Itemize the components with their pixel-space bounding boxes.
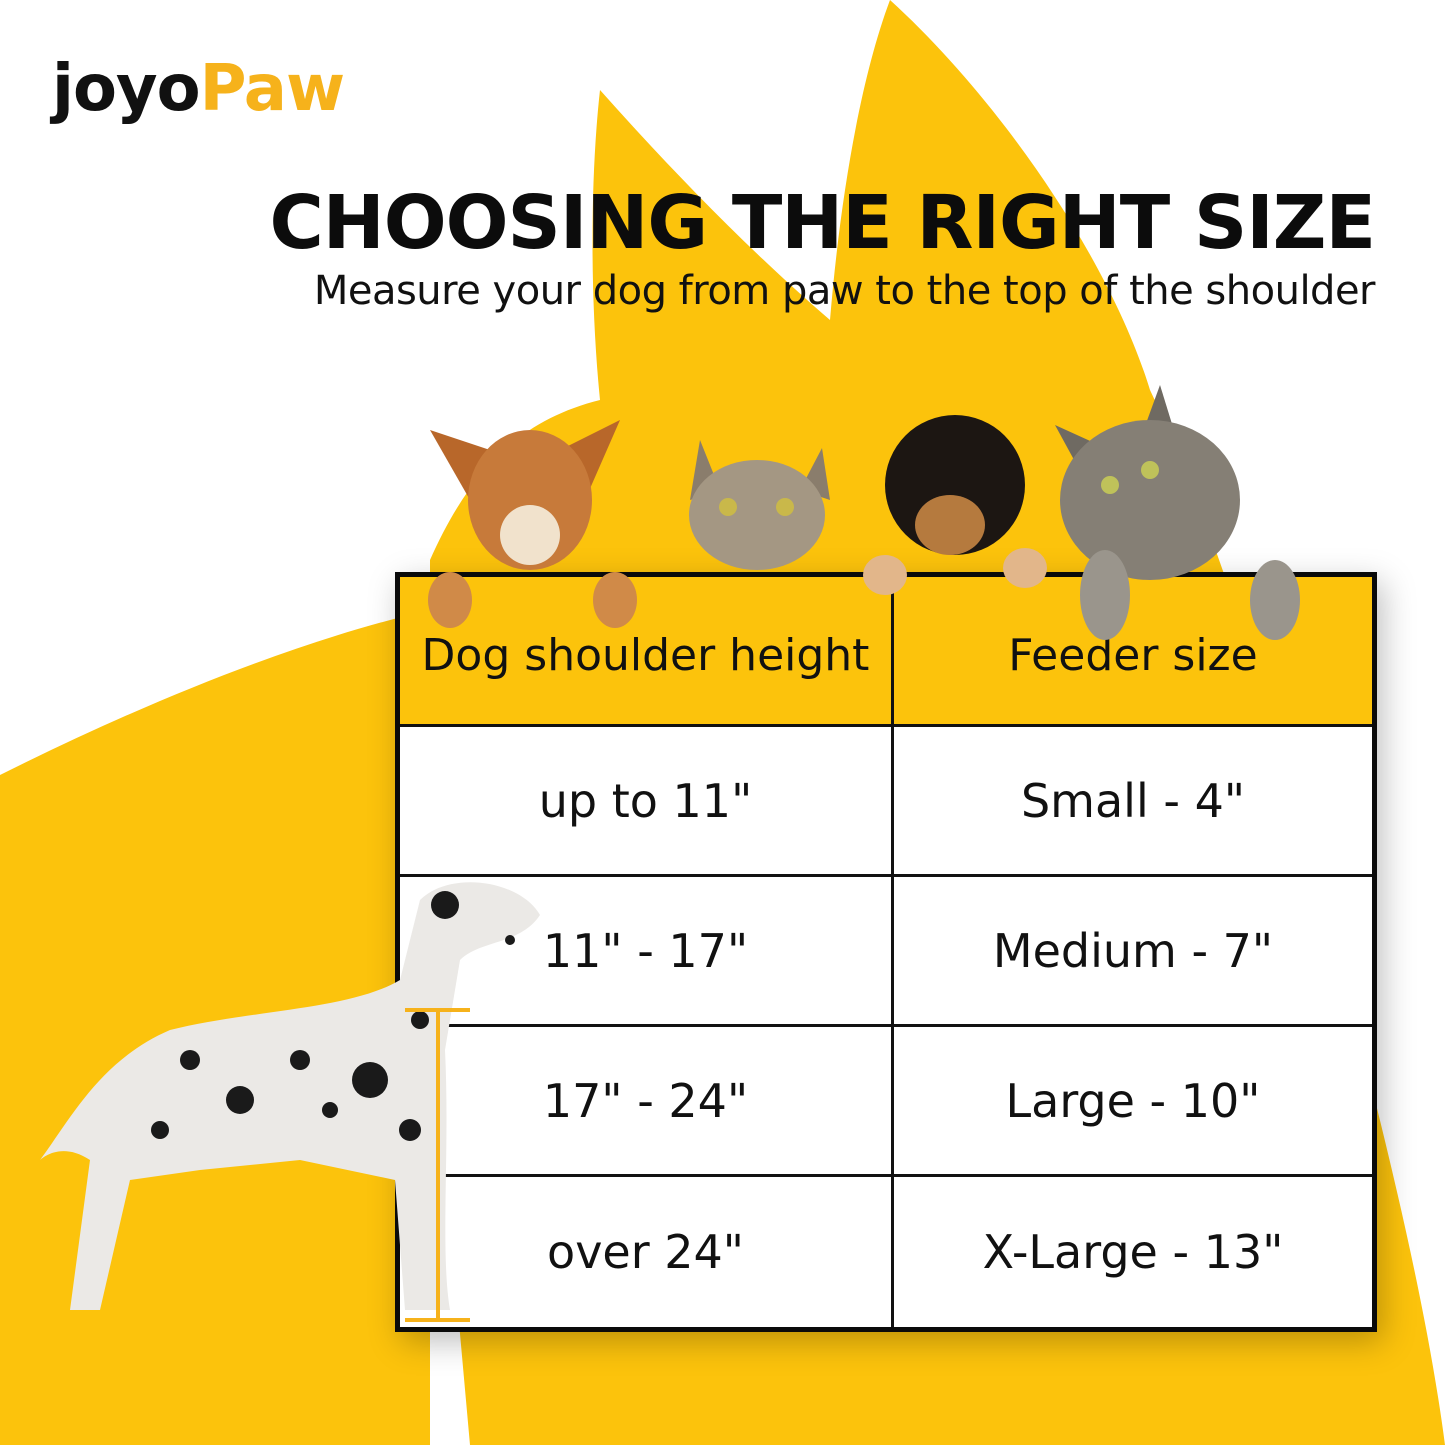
page-subtitle: Measure your dog from paw to the top of … — [313, 268, 1376, 314]
shoulder-height-cell: 11" - 17" — [400, 877, 894, 1024]
table-row: over 24" X-Large - 13" — [400, 1177, 1372, 1327]
logo-text-joyo: joyo — [52, 52, 201, 126]
page-title: CHOOSING THE RIGHT SIZE — [269, 180, 1376, 266]
feeder-size-cell: Small - 4" — [1020, 773, 1246, 828]
header-shoulder-height: Dog shoulder height — [400, 577, 894, 724]
shoulder-height-cell: up to 11" — [400, 727, 894, 874]
feeder-size-cell: Medium - 7" — [992, 923, 1274, 978]
feeder-size-cell: Large - 10" — [1005, 1073, 1261, 1128]
logo-text-paw: Paw — [199, 52, 345, 126]
table-row: 17" - 24" Large - 10" — [400, 1027, 1372, 1177]
table-row: up to 11" Small - 4" — [400, 727, 1372, 877]
table-row: 11" - 17" Medium - 7" — [400, 877, 1372, 1027]
table-header-row: Dog shoulder height Feeder size — [400, 577, 1372, 727]
feeder-size-cell: X-Large - 13" — [982, 1225, 1284, 1279]
joyopaw-logo: joyo Paw — [52, 36, 345, 126]
shoulder-height-cell: 17" - 24" — [400, 1027, 894, 1174]
shoulder-height-cell: over 24" — [400, 1177, 894, 1327]
header-feeder-size: Feeder size — [1008, 630, 1258, 681]
size-chart-table: Dog shoulder height Feeder size up to 11… — [395, 572, 1377, 1332]
